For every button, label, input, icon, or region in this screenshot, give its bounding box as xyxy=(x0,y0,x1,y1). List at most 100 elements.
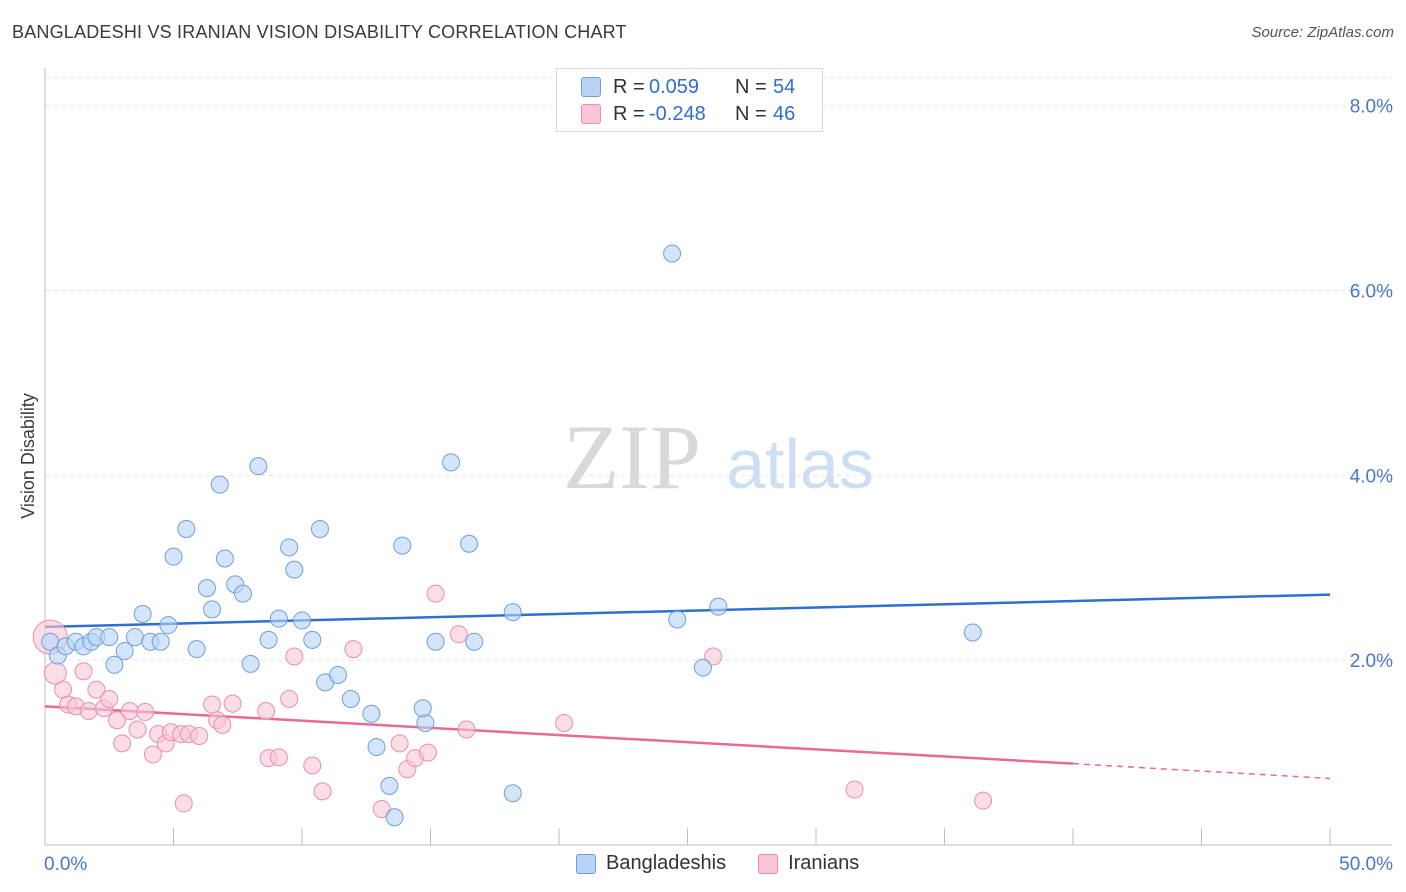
legend-r-label: R = xyxy=(613,75,645,98)
bangladeshis-point xyxy=(362,704,381,723)
bangladeshis-point xyxy=(159,616,178,635)
bangladeshis-point xyxy=(293,611,311,630)
bangladeshis-point xyxy=(259,630,278,649)
iranians-point xyxy=(449,625,468,644)
bangladeshis-point xyxy=(303,630,322,649)
iranians-point xyxy=(426,584,445,603)
legend-row-bangladeshis: R = 0.059 N = 54 xyxy=(557,74,795,100)
iranians-point xyxy=(143,745,162,764)
bangladeshis-point xyxy=(187,640,206,659)
legend-n-value: 46 xyxy=(773,102,796,125)
bangladeshis-point xyxy=(465,632,484,651)
iranians-point xyxy=(974,791,993,810)
bangladeshis-point xyxy=(105,655,124,674)
y-tick-label: 4.0% xyxy=(1350,466,1393,487)
iranians-point xyxy=(223,694,242,713)
axes xyxy=(44,68,1392,846)
bangladeshis-point xyxy=(367,738,386,757)
watermark: ZIP atlas xyxy=(563,406,874,508)
iranians-point xyxy=(303,756,322,775)
bangladeshis-point xyxy=(503,784,522,803)
bangladeshis-point xyxy=(233,584,252,603)
legend-n-label: N = xyxy=(735,75,767,98)
bangladeshis-point xyxy=(503,603,522,622)
tick-labels: 2.0% 4.0% 6.0% 8.0% 0.0% 50.0% xyxy=(44,97,1393,875)
x-tick-label: 50.0% xyxy=(1339,854,1393,875)
iranians-point xyxy=(74,662,93,681)
series-legend: Bangladeshis Iranians xyxy=(576,852,891,875)
bangladeshis-point xyxy=(341,689,360,708)
bangladeshis-point xyxy=(125,628,144,647)
bangladeshis-point xyxy=(133,604,152,623)
bangladeshis-point xyxy=(663,244,682,263)
iranians-point xyxy=(190,726,209,745)
trend-line-bangladeshis xyxy=(44,593,1331,629)
bangladeshis-point xyxy=(115,641,134,660)
gridlines xyxy=(45,77,1392,661)
watermark-zip: ZIP xyxy=(563,406,701,508)
bangladeshis-point xyxy=(249,457,268,476)
iranians-point xyxy=(136,702,155,721)
legend-n-value: 54 xyxy=(773,75,796,98)
bangladeshis-point xyxy=(197,579,216,598)
iranians-point xyxy=(128,720,147,739)
iranians-point xyxy=(269,748,288,767)
bangladeshis-point xyxy=(164,547,183,566)
y-tick-label: 2.0% xyxy=(1350,651,1393,672)
iranians-point xyxy=(79,702,98,721)
legend-label-bangladeshis: Bangladeshis xyxy=(606,852,727,874)
legend-swatch-pink xyxy=(758,853,779,874)
watermark-atlas: atlas xyxy=(726,425,874,503)
bangladeshis-point xyxy=(215,549,234,568)
bangladeshis-point xyxy=(380,776,399,795)
iranians-point xyxy=(107,711,126,730)
iranians-point xyxy=(213,715,232,734)
iranians-point xyxy=(120,702,139,721)
iranians-point xyxy=(203,695,222,714)
legend-swatch-blue xyxy=(581,77,601,97)
chart-title: BANGLADESHI VS IRANIAN VISION DISABILITY… xyxy=(12,22,627,42)
iranians-point xyxy=(390,734,409,753)
bangladeshis-point xyxy=(385,808,404,827)
iranians-point xyxy=(418,743,437,762)
legend-r-label: R = xyxy=(613,102,645,125)
bangladeshis-point xyxy=(285,560,304,579)
iranians-point xyxy=(344,640,363,659)
bangladeshis-point xyxy=(269,609,288,628)
bangladeshis-point xyxy=(393,536,412,555)
iranians-point xyxy=(555,714,574,733)
bangladeshis-point xyxy=(963,623,982,642)
bangladeshis-point xyxy=(413,699,432,718)
source-label: Source: ZipAtlas.com xyxy=(1251,24,1394,41)
bangladeshis-points xyxy=(41,244,982,827)
legend-item-iranians: Iranians xyxy=(758,852,859,875)
bangladeshis-point xyxy=(100,628,119,647)
bangladeshis-point xyxy=(460,534,479,553)
legend-n-label: N = xyxy=(735,102,767,125)
iranians-point xyxy=(285,647,304,666)
bangladeshis-point xyxy=(442,453,461,472)
iranians-point xyxy=(174,794,193,813)
iranians-point xyxy=(845,780,864,799)
legend-item-bangladeshis: Bangladeshis xyxy=(576,852,726,875)
iranians-point xyxy=(457,720,476,739)
y-axis-label: Vision Disability xyxy=(18,393,38,519)
legend-swatch-pink xyxy=(581,104,601,124)
bangladeshis-point xyxy=(151,632,170,651)
legend-swatch-blue xyxy=(576,853,596,874)
bangladeshis-point xyxy=(328,665,347,684)
bangladeshis-point xyxy=(426,632,445,651)
iranians-point xyxy=(372,799,391,818)
bangladeshis-point xyxy=(709,597,728,616)
y-tick-label: 6.0% xyxy=(1350,282,1393,303)
bangladeshis-point xyxy=(693,658,712,677)
iranians-point xyxy=(280,689,299,708)
trend-line-iranians-extension xyxy=(1072,762,1331,780)
iranians-point xyxy=(87,680,106,699)
iranians-point xyxy=(100,689,119,708)
bangladeshis-point xyxy=(668,610,687,629)
bangladeshis-point xyxy=(310,519,329,538)
iranians-point xyxy=(113,734,132,753)
trend-lines xyxy=(44,593,1331,780)
